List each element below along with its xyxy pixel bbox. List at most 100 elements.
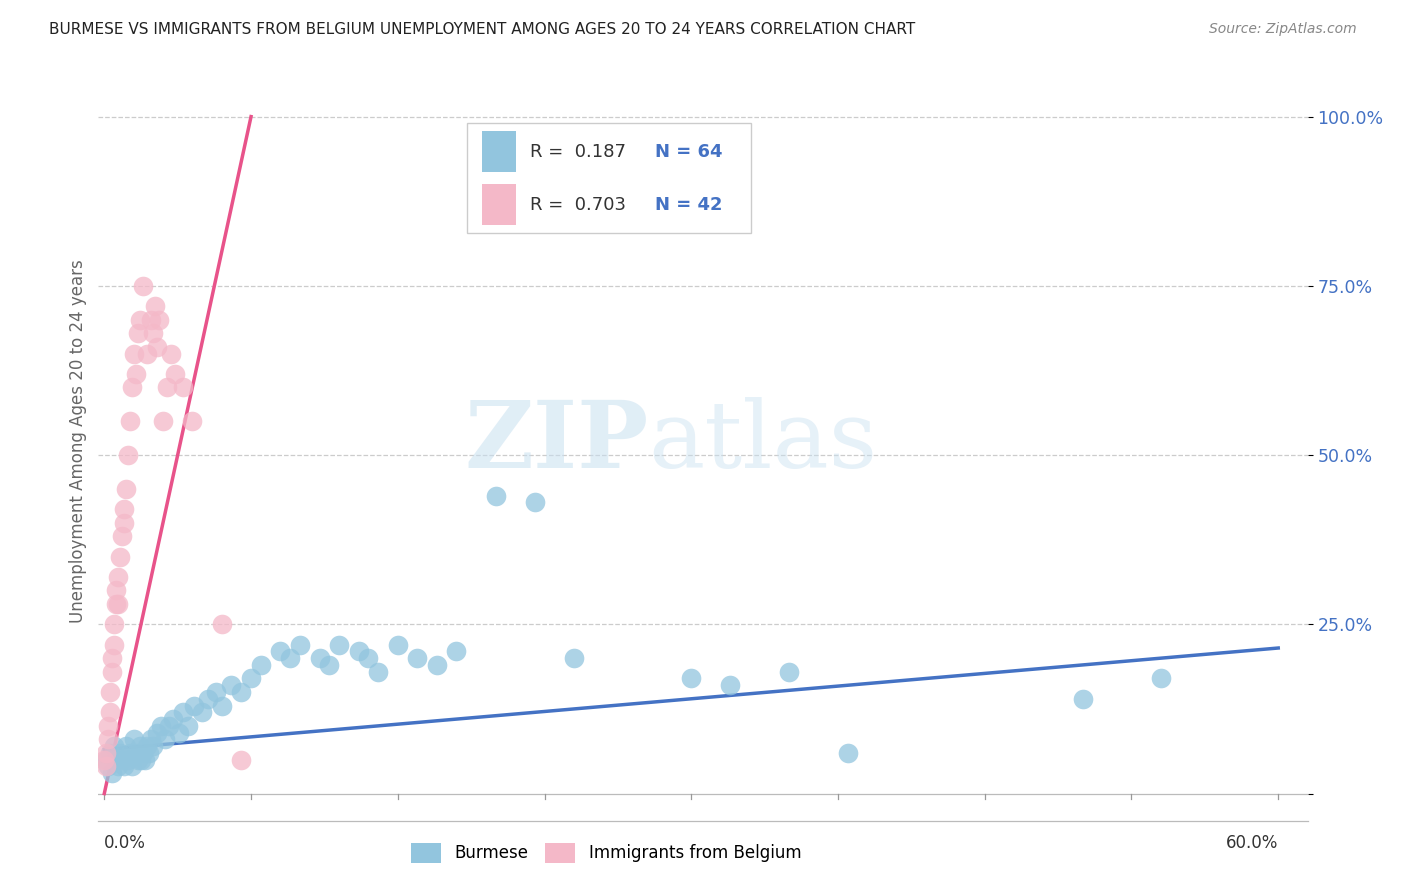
Point xyxy=(278,651,301,665)
Point xyxy=(269,644,291,658)
Point xyxy=(328,638,350,652)
Point xyxy=(114,482,136,496)
Point xyxy=(128,739,150,754)
Point xyxy=(96,753,118,767)
Point xyxy=(387,638,409,652)
Point xyxy=(111,753,134,767)
Point xyxy=(172,380,194,394)
Text: ZIP: ZIP xyxy=(464,397,648,486)
Point xyxy=(347,644,370,658)
Point xyxy=(138,746,160,760)
Point xyxy=(681,672,703,686)
Point xyxy=(141,732,163,747)
Point xyxy=(167,725,190,739)
Point xyxy=(288,638,311,652)
Point xyxy=(97,759,120,773)
Point xyxy=(778,665,800,679)
Point xyxy=(103,617,125,632)
Point xyxy=(127,326,149,341)
Point xyxy=(191,706,214,720)
Point xyxy=(96,746,118,760)
Point xyxy=(112,502,135,516)
Point xyxy=(117,448,139,462)
Point xyxy=(107,597,129,611)
Point xyxy=(108,746,131,760)
Point xyxy=(172,706,194,720)
Point xyxy=(122,346,145,360)
Point xyxy=(97,732,120,747)
Text: 60.0%: 60.0% xyxy=(1226,834,1278,852)
Point xyxy=(93,753,115,767)
Point xyxy=(142,739,165,754)
Point xyxy=(162,712,184,726)
Point xyxy=(97,719,120,733)
Point xyxy=(406,651,429,665)
Text: R =  0.703: R = 0.703 xyxy=(530,195,626,213)
Text: N = 42: N = 42 xyxy=(655,195,723,213)
Text: R =  0.187: R = 0.187 xyxy=(530,143,626,161)
Point xyxy=(107,759,129,773)
Point xyxy=(446,644,468,658)
Bar xyxy=(482,130,516,172)
Point xyxy=(231,685,253,699)
Point xyxy=(250,657,273,672)
Point xyxy=(101,665,124,679)
Point xyxy=(484,489,506,503)
Point xyxy=(103,638,125,652)
Point xyxy=(156,380,179,394)
Point xyxy=(98,685,121,699)
Point xyxy=(148,312,170,326)
Point xyxy=(131,753,153,767)
Point xyxy=(118,746,141,760)
Legend: Burmese, Immigrants from Belgium: Burmese, Immigrants from Belgium xyxy=(405,837,808,869)
Point xyxy=(181,414,204,428)
Point xyxy=(718,678,741,692)
Point xyxy=(108,549,131,564)
Point xyxy=(101,766,124,780)
Point xyxy=(211,617,233,632)
Point xyxy=(1150,672,1173,686)
Point xyxy=(318,657,340,672)
Point xyxy=(122,732,145,747)
Point xyxy=(163,367,186,381)
Point xyxy=(136,346,159,360)
Point xyxy=(152,414,174,428)
Point xyxy=(105,597,128,611)
Point xyxy=(136,739,159,754)
Point xyxy=(101,651,124,665)
Point xyxy=(132,278,155,293)
Point xyxy=(121,380,143,394)
Point xyxy=(127,753,149,767)
Text: 0.0%: 0.0% xyxy=(104,834,146,852)
Point xyxy=(153,732,176,747)
Point xyxy=(146,725,169,739)
Point xyxy=(112,759,135,773)
Point xyxy=(117,753,139,767)
Point xyxy=(98,706,121,720)
Point xyxy=(103,739,125,754)
Text: BURMESE VS IMMIGRANTS FROM BELGIUM UNEMPLOYMENT AMONG AGES 20 TO 24 YEARS CORREL: BURMESE VS IMMIGRANTS FROM BELGIUM UNEMP… xyxy=(49,22,915,37)
Point xyxy=(562,651,585,665)
Point xyxy=(132,746,155,760)
Point xyxy=(141,312,163,326)
Point xyxy=(124,367,146,381)
Point xyxy=(426,657,449,672)
Point xyxy=(231,753,253,767)
Point xyxy=(157,719,180,733)
FancyBboxPatch shape xyxy=(467,123,751,233)
Text: N = 64: N = 64 xyxy=(655,143,723,161)
Point xyxy=(197,691,219,706)
Point xyxy=(211,698,233,713)
Point xyxy=(204,685,226,699)
Point xyxy=(111,529,134,543)
Bar xyxy=(482,184,516,226)
Point xyxy=(105,583,128,598)
Point xyxy=(112,516,135,530)
Point xyxy=(96,759,118,773)
Text: atlas: atlas xyxy=(648,397,877,486)
Point xyxy=(107,570,129,584)
Point xyxy=(146,340,169,354)
Point xyxy=(142,326,165,341)
Point xyxy=(134,753,156,767)
Point xyxy=(221,678,243,692)
